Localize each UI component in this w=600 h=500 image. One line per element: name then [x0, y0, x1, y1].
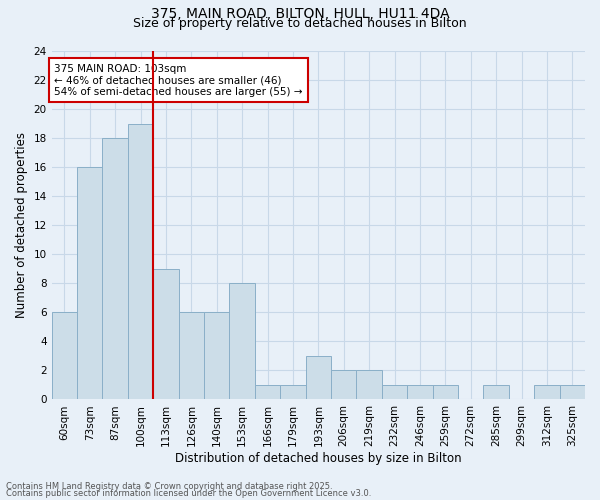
Bar [534, 385, 560, 400]
Bar [103, 138, 128, 400]
Bar [128, 124, 153, 400]
Bar [560, 385, 585, 400]
Text: 375 MAIN ROAD: 103sqm
← 46% of detached houses are smaller (46)
54% of semi-deta: 375 MAIN ROAD: 103sqm ← 46% of detached … [55, 64, 303, 97]
Text: Contains public sector information licensed under the Open Government Licence v3: Contains public sector information licen… [6, 489, 371, 498]
Text: 375, MAIN ROAD, BILTON, HULL, HU11 4DA: 375, MAIN ROAD, BILTON, HULL, HU11 4DA [151, 8, 449, 22]
Bar [229, 284, 255, 400]
Bar [204, 312, 229, 400]
Bar [77, 168, 103, 400]
Text: Contains HM Land Registry data © Crown copyright and database right 2025.: Contains HM Land Registry data © Crown c… [6, 482, 332, 491]
Bar [305, 356, 331, 400]
Bar [153, 269, 179, 400]
Bar [356, 370, 382, 400]
Bar [433, 385, 458, 400]
Bar [382, 385, 407, 400]
Bar [179, 312, 204, 400]
Y-axis label: Number of detached properties: Number of detached properties [15, 132, 28, 318]
Bar [484, 385, 509, 400]
Bar [255, 385, 280, 400]
Bar [52, 312, 77, 400]
Bar [280, 385, 305, 400]
X-axis label: Distribution of detached houses by size in Bilton: Distribution of detached houses by size … [175, 452, 461, 465]
Text: Size of property relative to detached houses in Bilton: Size of property relative to detached ho… [133, 18, 467, 30]
Bar [331, 370, 356, 400]
Bar [407, 385, 433, 400]
